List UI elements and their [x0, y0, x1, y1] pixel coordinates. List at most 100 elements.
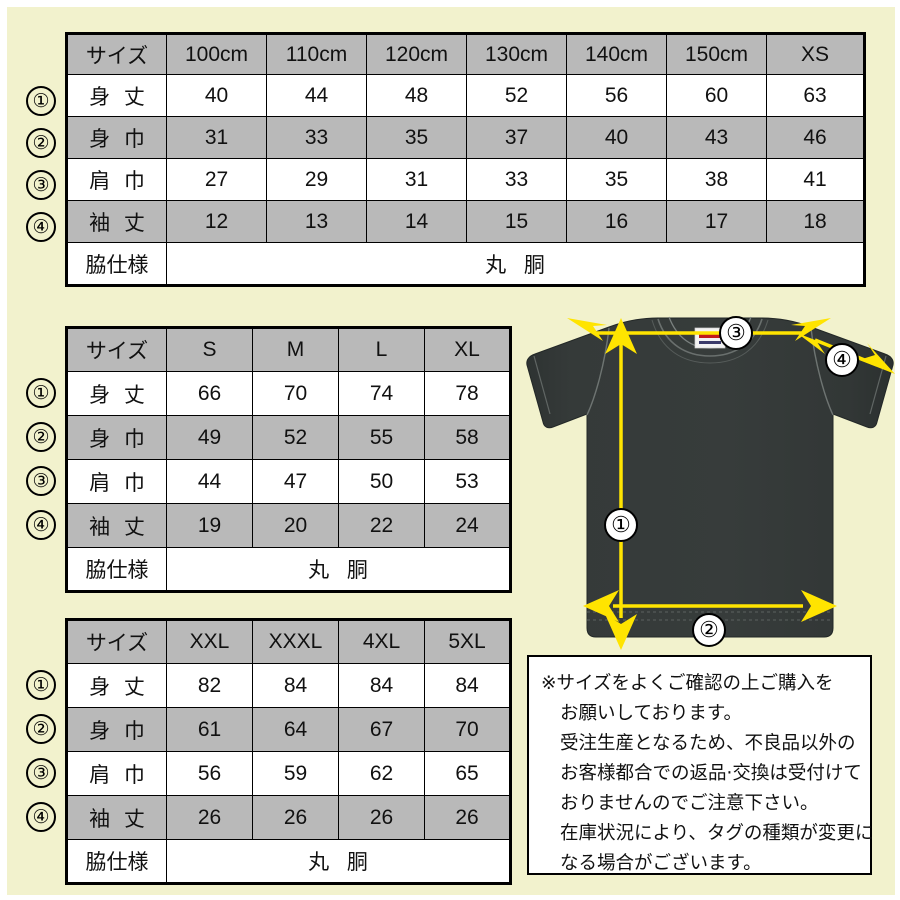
- note-line: お願いしております。: [560, 703, 743, 724]
- cell-value: 58: [424, 415, 511, 460]
- row-label-body-length: 身 丈: [66, 663, 167, 708]
- cell-value: 41: [766, 158, 865, 201]
- arrow-head-shoulder-left: [567, 318, 607, 341]
- cell-value: 82: [166, 663, 253, 708]
- table-footer-row: 脇仕様 丸 胴: [66, 547, 511, 592]
- cell-value: 13: [266, 200, 367, 243]
- row-marker-2: ②: [26, 128, 56, 158]
- row-label-body-width: 身 巾: [66, 116, 167, 159]
- kids-size-table-wrap: サイズ 100cm 110cm 120cm 130cm 140cm 150cm …: [65, 32, 866, 287]
- column-header-size: サイズ: [66, 619, 167, 664]
- side-spec-value: 丸 胴: [166, 547, 511, 592]
- row-label-side-spec: 脇仕様: [66, 839, 167, 884]
- cell-value: 67: [338, 707, 425, 752]
- note-line: 受注生産となるため、不良品以外の: [560, 733, 856, 754]
- column-header-xs: XS: [766, 33, 865, 75]
- note-line: ※サイズをよくご確認の上ご購入を: [541, 673, 834, 694]
- arrow-head-body-width-left: [583, 590, 619, 622]
- cell-value: 53: [424, 459, 511, 504]
- cell-value: 65: [424, 751, 511, 796]
- column-header-s: S: [166, 327, 253, 372]
- row-label-body-length: 身 丈: [66, 371, 167, 416]
- row-label-body-width: 身 巾: [66, 415, 167, 460]
- row-label-sleeve-length: 袖 丈: [66, 200, 167, 243]
- row-label-shoulder-width: 肩 巾: [66, 158, 167, 201]
- side-spec-value: 丸 胴: [166, 242, 865, 286]
- kids-size-table: サイズ 100cm 110cm 120cm 130cm 140cm 150cm …: [65, 32, 866, 287]
- big-size-table-wrap: サイズ XXL XXXL 4XL 5XL 身 丈 82 84 84 84 身 巾…: [65, 618, 512, 885]
- column-header-130cm: 130cm: [466, 33, 567, 75]
- tshirt-collar-seam: [651, 319, 769, 364]
- cell-value: 29: [266, 158, 367, 201]
- row-marker-4: ④: [26, 510, 56, 540]
- table-row: 身 丈 82 84 84 84: [66, 663, 511, 708]
- cell-value: 44: [166, 459, 253, 504]
- arrow-head-body-length-top: [605, 318, 637, 354]
- cell-value: 49: [166, 415, 253, 460]
- cell-value: 26: [252, 795, 339, 840]
- column-header-m: M: [252, 327, 339, 372]
- row-marker-2: ②: [26, 422, 56, 452]
- purchase-note-box: ※サイズをよくご確認の上ご購入を お願いしております。 受注生産となるため、不良…: [527, 655, 874, 875]
- row-marker-1: ①: [26, 378, 56, 408]
- adult-size-table: サイズ S M L XL 身 丈 66 70 74 78 身 巾 49 52: [65, 326, 512, 593]
- cell-value: 48: [366, 74, 467, 117]
- cell-value: 31: [366, 158, 467, 201]
- edge-strip-bottom: [0, 895, 900, 900]
- cell-value: 61: [166, 707, 253, 752]
- column-header-size: サイズ: [66, 33, 167, 75]
- row-label-shoulder-width: 肩 巾: [66, 751, 167, 796]
- edge-strip-left: [0, 0, 7, 900]
- tshirt-shoulder-seam-left: [586, 327, 610, 416]
- cell-value: 18: [766, 200, 865, 243]
- cell-value: 24: [424, 503, 511, 548]
- cell-value: 43: [666, 116, 767, 159]
- cell-value: 62: [338, 751, 425, 796]
- row-marker-2: ②: [26, 714, 56, 744]
- cell-value: 26: [424, 795, 511, 840]
- table-header-row: サイズ S M L XL: [66, 327, 511, 372]
- cell-value: 70: [424, 707, 511, 752]
- table-row: 肩 巾 27 29 31 33 35 38 41: [66, 158, 865, 201]
- column-header-xxl: XXL: [166, 619, 253, 664]
- cell-value: 20: [252, 503, 339, 548]
- cell-value: 50: [338, 459, 425, 504]
- tshirt-neck-tag-logo: [699, 332, 721, 338]
- arrow-head-sleeve-inner: [797, 333, 833, 354]
- note-line: なる場合がございます。: [560, 853, 762, 874]
- cell-value: 40: [566, 116, 667, 159]
- table-row: 身 巾 31 33 35 37 40 43 46: [66, 116, 865, 159]
- cell-value: 35: [566, 158, 667, 201]
- row-label-sleeve-length: 袖 丈: [66, 503, 167, 548]
- cell-value: 35: [366, 116, 467, 159]
- row-marker-1: ①: [26, 86, 56, 116]
- row-marker-4: ④: [26, 212, 56, 242]
- arrow-head-body-width-right: [801, 590, 837, 622]
- table-row: 袖 丈 19 20 22 24: [66, 503, 511, 548]
- column-header-size: サイズ: [66, 327, 167, 372]
- column-header-xxxl: XXXL: [252, 619, 339, 664]
- column-header-120cm: 120cm: [366, 33, 467, 75]
- tshirt-neck-tag-text: [699, 341, 721, 344]
- cell-value: 47: [252, 459, 339, 504]
- note-line: 在庫状況により、タグの種類が変更に: [560, 823, 874, 844]
- cell-value: 78: [424, 371, 511, 416]
- cell-value: 66: [166, 371, 253, 416]
- tshirt-measurement-diagram: ③ ④ ① ②: [525, 310, 895, 650]
- callout-sleeve-length: ④: [825, 343, 859, 377]
- cell-value: 16: [566, 200, 667, 243]
- column-header-150cm: 150cm: [666, 33, 767, 75]
- tshirt-illustration: [526, 316, 895, 650]
- table-row: 身 巾 49 52 55 58: [66, 415, 511, 460]
- row-label-shoulder-width: 肩 巾: [66, 459, 167, 504]
- cell-value: 84: [338, 663, 425, 708]
- table-footer-row: 脇仕様 丸 胴: [66, 839, 511, 884]
- table-header-row: サイズ 100cm 110cm 120cm 130cm 140cm 150cm …: [66, 33, 865, 75]
- row-label-body-width: 身 巾: [66, 707, 167, 752]
- table-row: 袖 丈 26 26 26 26: [66, 795, 511, 840]
- cell-value: 27: [166, 158, 267, 201]
- callout-body-length: ①: [604, 508, 638, 542]
- note-line: おりませんのでご注意下さい。: [560, 793, 819, 814]
- table-header-row: サイズ XXL XXXL 4XL 5XL: [66, 619, 511, 664]
